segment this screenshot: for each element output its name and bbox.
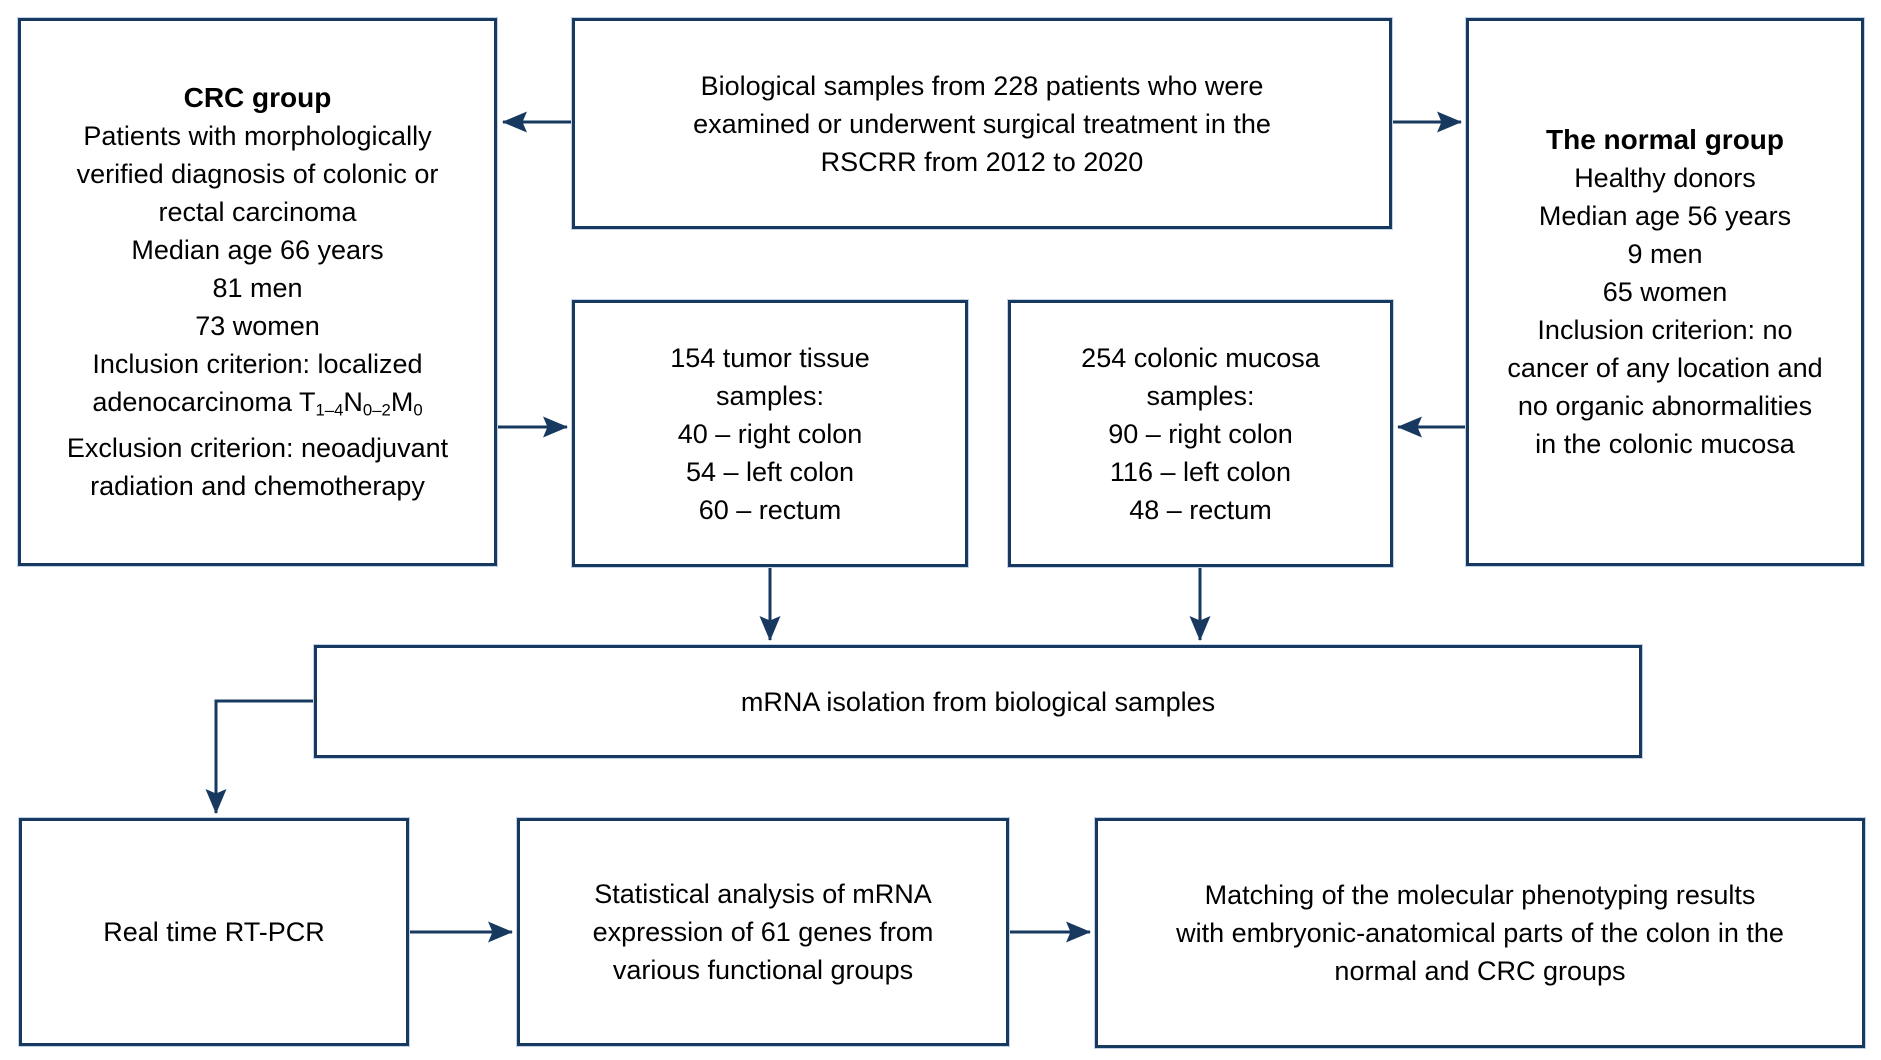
crc-tnm-line: adenocarcinoma T1–4N0–2M0 (21, 383, 494, 430)
tumor-samples-text: 154 tumor tissue samples: 40 – right col… (670, 342, 870, 525)
normal-group-content: The normal group Healthy donors Median a… (1469, 121, 1861, 463)
mucosa-samples-text: 254 colonic mucosa samples: 90 – right c… (1081, 342, 1320, 525)
tnm-m: M (390, 386, 414, 417)
mucosa-samples-box: 254 colonic mucosa samples: 90 – right c… (1008, 300, 1393, 567)
crc-group-details: Patients with morphologically verified d… (76, 120, 439, 379)
rtpcr-box: Real time RT-PCR (19, 818, 409, 1046)
tnm-m-subscript: 0 (413, 400, 423, 420)
statistical-analysis-text: Statistical analysis of mRNA expression … (592, 879, 934, 985)
matching-results-box: Matching of the molecular phenotyping re… (1095, 818, 1865, 1048)
biological-samples-box: Biological samples from 228 patients who… (572, 18, 1392, 229)
matching-results-text: Matching of the molecular phenotyping re… (1176, 880, 1784, 986)
tnm-t-subscript: 1–4 (315, 400, 344, 420)
rtpcr-text: Real time RT-PCR (103, 917, 325, 947)
tnm-t: T (298, 386, 316, 417)
mrna-isolation-text: mRNA isolation from biological samples (740, 686, 1216, 717)
mrna-isolation-box: mRNA isolation from biological samples (314, 645, 1642, 758)
arrow-mrna-to-rtpcr (205, 699, 314, 814)
normal-group-title: The normal group (1546, 124, 1784, 155)
crc-group-title: CRC group (183, 81, 332, 113)
tumor-samples-box: 154 tumor tissue samples: 40 – right col… (572, 300, 968, 567)
normal-group-details: Healthy donors Median age 56 years 9 men… (1507, 163, 1823, 459)
biological-samples-text: Biological samples from 228 patients who… (693, 70, 1271, 177)
crc-group-content: CRC group Patients with morphologically … (21, 79, 494, 506)
normal-group-box: The normal group Healthy donors Median a… (1466, 18, 1864, 566)
tnm-n: N (343, 386, 363, 417)
crc-exclusion: Exclusion criterion: neoadjuvant radiati… (66, 433, 449, 502)
tnm-n-subscript: 0–2 (362, 400, 391, 420)
crc-tnm-prefix: adenocarcinoma (92, 386, 299, 417)
statistical-analysis-box: Statistical analysis of mRNA expression … (517, 818, 1009, 1046)
crc-group-box: CRC group Patients with morphologically … (18, 18, 497, 566)
